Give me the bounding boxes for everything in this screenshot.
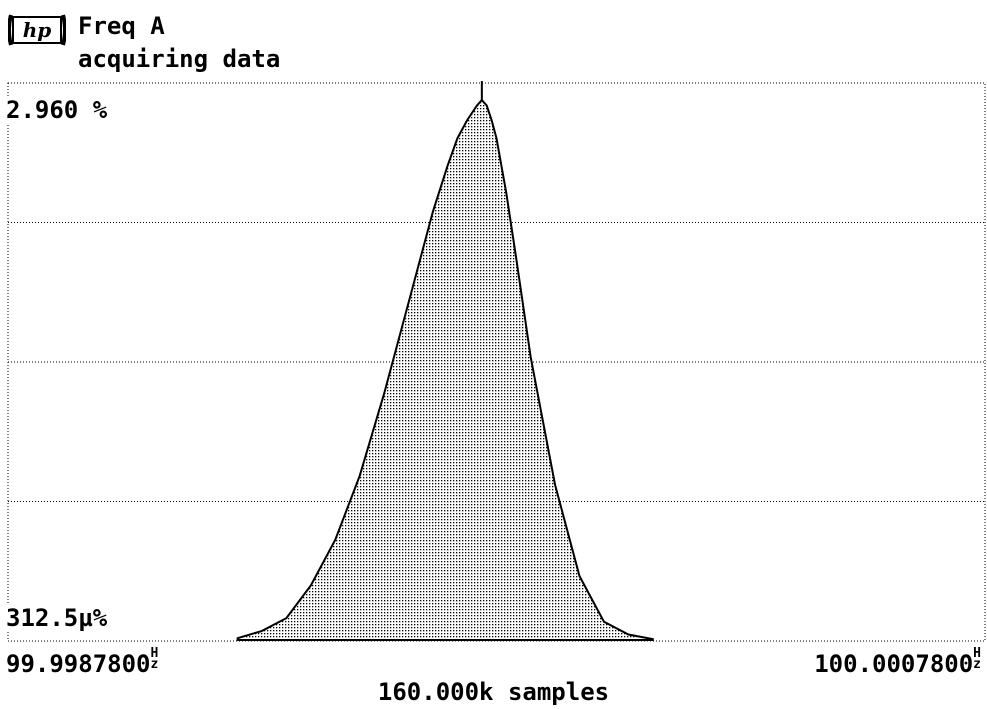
svg-text:hp: hp xyxy=(23,18,52,42)
x-axis-min-value: 99.9987800 xyxy=(6,650,151,678)
measurement-title: Freq A xyxy=(78,12,165,40)
y-axis-max-label: 2.960 % xyxy=(6,96,108,124)
y-axis-min-label: 312.5µ% xyxy=(6,604,108,632)
gridlines xyxy=(8,222,985,502)
sample-count: 160.000k samples xyxy=(377,678,610,706)
hp-logo: hp xyxy=(8,14,66,46)
x-axis-max-value: 100.0007800 xyxy=(814,650,974,678)
histogram-area xyxy=(236,98,654,641)
acquisition-status: acquiring data xyxy=(78,45,281,73)
